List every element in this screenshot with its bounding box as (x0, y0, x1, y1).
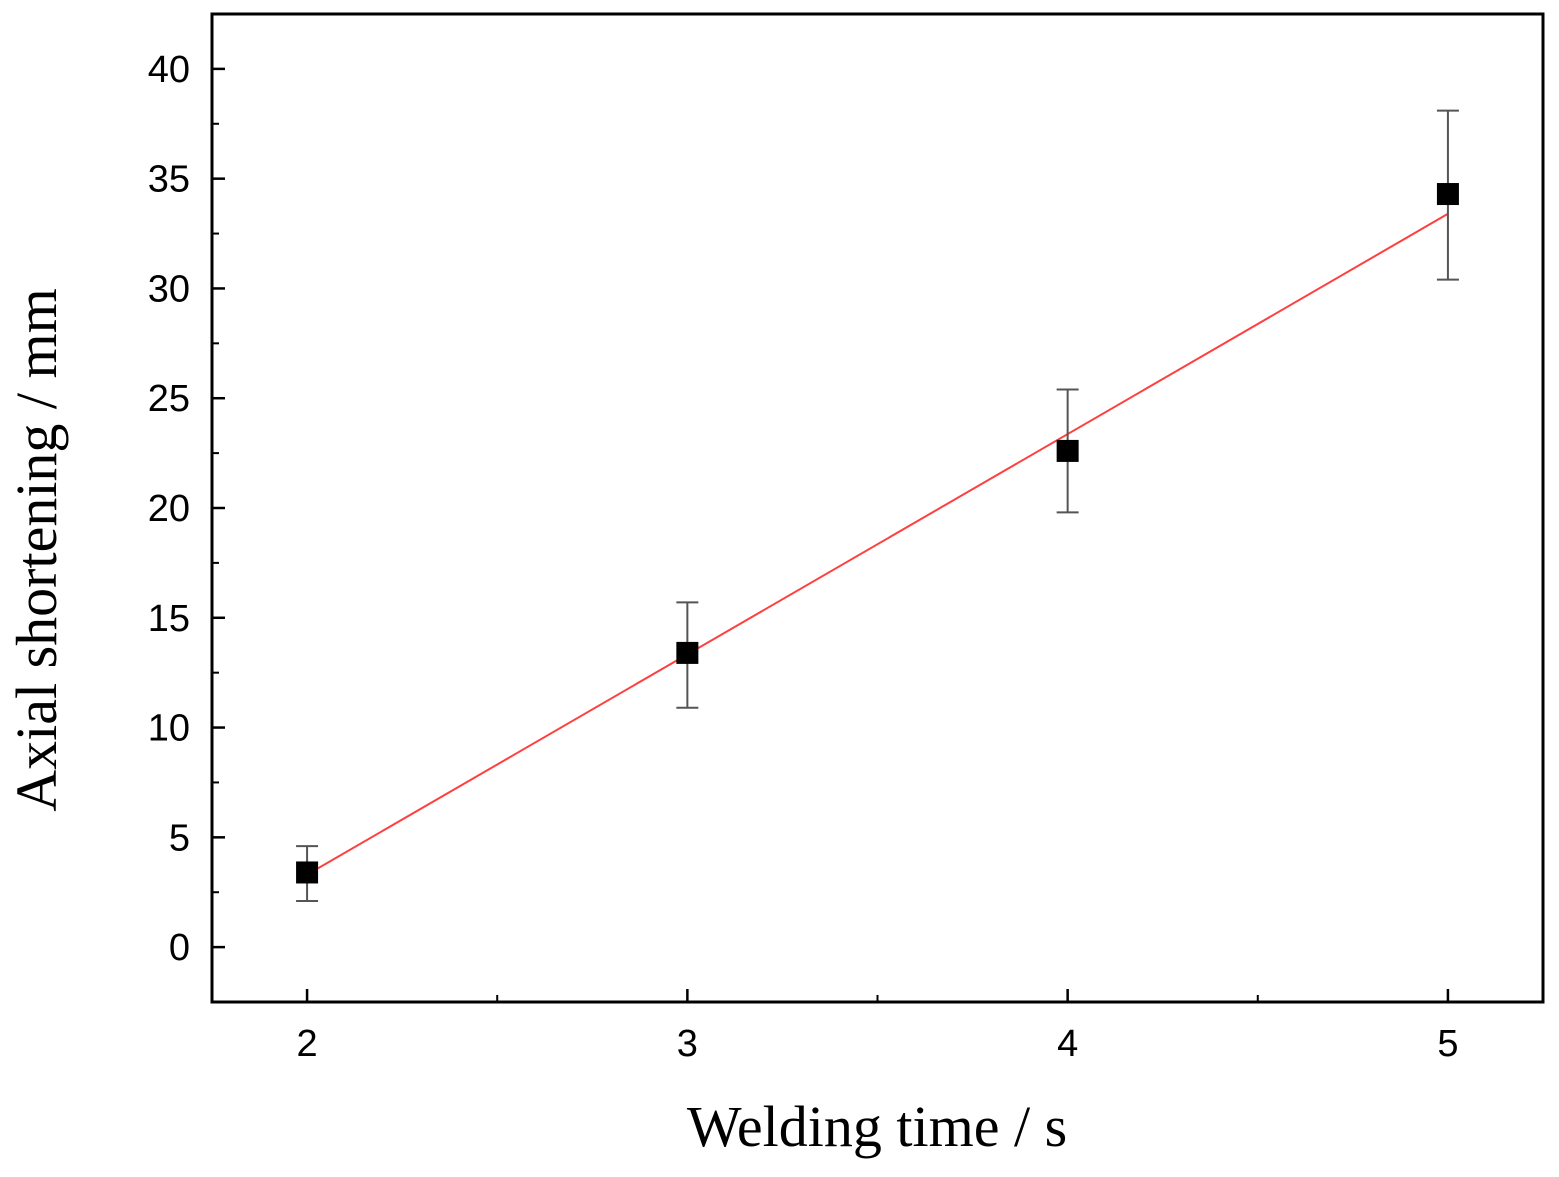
y-tick-label: 35 (148, 159, 190, 201)
x-tick-label: 5 (1437, 1023, 1458, 1065)
y-tick-label: 10 (148, 708, 190, 750)
x-tick-label: 2 (297, 1023, 318, 1065)
y-tick-label: 5 (169, 817, 190, 859)
x-axis-title: Welding time / s (687, 1094, 1067, 1159)
linear-fit-line (306, 212, 1449, 876)
data-point (296, 861, 319, 884)
y-tick-label: 40 (148, 49, 190, 91)
fit-line-group (306, 212, 1449, 876)
y-axis-title: Axial shortening / mm (4, 288, 69, 812)
data-point (1436, 183, 1459, 206)
y-tick-label: 20 (148, 488, 190, 530)
y-tick-label: 15 (148, 598, 190, 640)
x-tick-label: 4 (1057, 1023, 1078, 1065)
data-points (296, 183, 1459, 884)
y-tick-label: 0 (169, 927, 190, 969)
y-tick-label: 25 (148, 378, 190, 420)
y-tick-label: 30 (148, 268, 190, 310)
tick-labels: 2 3 4 5 0 5 10 15 20 25 30 35 40 (148, 49, 1459, 1065)
plot-frame (210, 12, 1545, 1004)
x-tick-label: 3 (677, 1023, 698, 1065)
data-point (676, 641, 699, 664)
data-point (1056, 439, 1079, 462)
